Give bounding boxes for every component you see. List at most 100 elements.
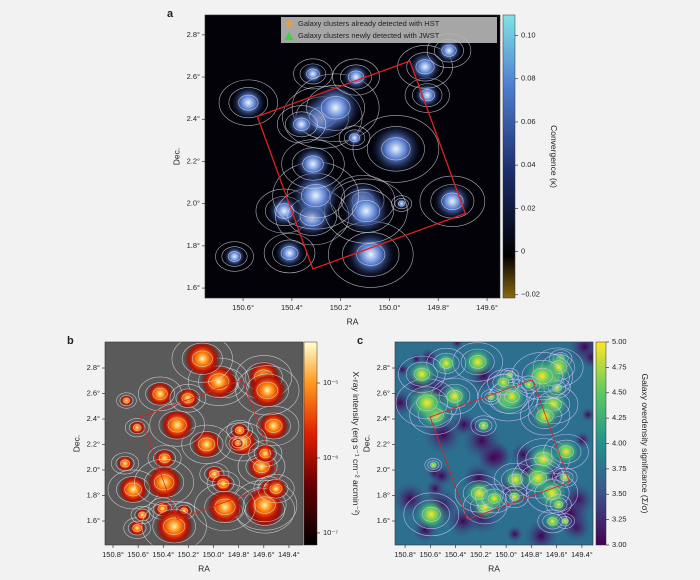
y-tick-label: 2.2°	[377, 440, 390, 449]
map-blob	[483, 487, 506, 510]
y-tick-label: 2.8°	[377, 363, 390, 372]
contour	[158, 453, 171, 463]
map-texture	[395, 389, 414, 417]
contour	[352, 115, 440, 183]
map-blob	[428, 460, 439, 471]
contour	[446, 389, 463, 403]
contour	[427, 460, 440, 470]
y-tick-label: 2.4°	[187, 114, 200, 123]
contour	[332, 58, 380, 96]
contour	[138, 511, 147, 519]
y-axis-label: Dec.	[171, 148, 181, 165]
panel-letter: b	[67, 335, 74, 347]
map-blob	[407, 360, 436, 389]
map-blob	[118, 474, 148, 505]
contour	[432, 352, 460, 374]
map-blob	[434, 351, 458, 375]
contour	[481, 389, 501, 405]
contour	[124, 482, 142, 497]
contour	[124, 418, 150, 438]
contour	[234, 440, 242, 446]
map-blob	[120, 394, 133, 407]
contour	[217, 422, 268, 462]
contour	[181, 342, 223, 375]
contour	[356, 243, 386, 266]
contour	[381, 137, 411, 161]
y-tick-label: 2.0°	[377, 465, 390, 474]
contour	[470, 415, 497, 436]
contour	[509, 492, 520, 501]
colorbar-tick-label: 0.08	[521, 74, 536, 83]
footprint	[256, 60, 467, 270]
contour	[545, 494, 572, 515]
map-blob	[294, 145, 332, 183]
map-content	[107, 342, 300, 545]
contour	[263, 233, 316, 274]
map-texture	[506, 525, 524, 543]
contour	[398, 355, 446, 393]
contour	[238, 94, 259, 111]
map-blob	[287, 109, 316, 139]
x-tick-label: 149.8°	[228, 550, 250, 559]
contour	[366, 126, 425, 172]
map-texture	[580, 407, 593, 422]
contour	[264, 419, 283, 433]
contour	[259, 448, 272, 459]
contour	[158, 410, 196, 440]
y-axis-label: Dec.	[361, 435, 371, 452]
y-tick-label: 2.8°	[187, 30, 200, 39]
map-blob	[543, 512, 562, 531]
map-blob	[255, 443, 276, 464]
map-blob	[395, 197, 408, 210]
contour	[299, 63, 327, 85]
x-tick-label: 150.0°	[379, 303, 401, 312]
contour	[487, 493, 501, 504]
y-tick-label: 2.4°	[377, 414, 390, 423]
map-blob	[462, 347, 493, 377]
x-tick-label: 149.4°	[278, 550, 300, 559]
y-tick-label: 2.4°	[87, 414, 100, 423]
x-tick-label: 150.2°	[178, 550, 200, 559]
y-tick-label: 1.8°	[187, 241, 200, 250]
contour	[349, 133, 361, 143]
contour	[263, 478, 289, 499]
contour	[421, 506, 441, 522]
contour	[521, 360, 563, 393]
x-tick-label: 150.6°	[127, 550, 149, 559]
contour	[351, 199, 381, 223]
contour	[167, 417, 187, 433]
colorbar-tick-label: 0.10	[521, 31, 536, 40]
panel-letter: a	[167, 8, 174, 20]
contour	[132, 524, 142, 532]
contour	[204, 490, 246, 524]
contour	[214, 498, 236, 516]
x-tick-label: 149.6°	[253, 550, 275, 559]
contour	[194, 483, 256, 531]
legend-box	[281, 17, 497, 43]
colorbar-tick-label: 3.75	[612, 464, 627, 473]
contour	[189, 431, 224, 458]
contour	[242, 488, 287, 523]
colorbar-tick-label: 3.25	[612, 515, 627, 524]
contour	[497, 377, 510, 387]
map-blob	[258, 410, 289, 441]
map-blob	[370, 123, 422, 175]
contour	[175, 388, 201, 408]
map-blob	[414, 498, 448, 531]
contour	[560, 474, 570, 482]
contour	[115, 456, 135, 471]
x-tick-label: 150.6°	[232, 303, 254, 312]
y-tick-label: 1.6°	[87, 516, 100, 525]
map-blob	[433, 182, 472, 221]
contour	[405, 361, 438, 387]
contour	[181, 393, 195, 404]
x-tick-label: 149.8°	[520, 550, 542, 559]
contour	[487, 394, 495, 400]
contour	[415, 59, 435, 75]
contour	[285, 111, 318, 138]
contour	[119, 395, 134, 407]
contour	[256, 381, 279, 399]
map-texture	[451, 342, 464, 349]
contour	[549, 497, 568, 512]
